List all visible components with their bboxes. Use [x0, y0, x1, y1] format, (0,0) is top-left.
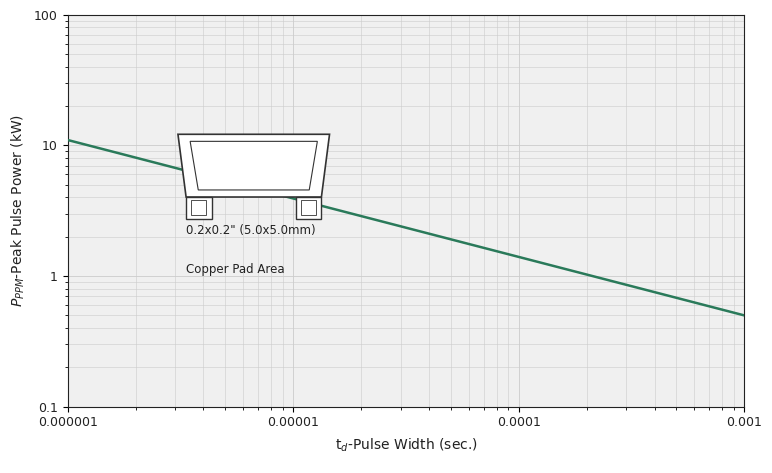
Polygon shape [178, 134, 330, 197]
Y-axis label: $P_{PPM}$-Peak Pulse Power (kW): $P_{PPM}$-Peak Pulse Power (kW) [10, 114, 27, 307]
Text: 0.2x0.2" (5.0x5.0mm): 0.2x0.2" (5.0x5.0mm) [186, 224, 316, 237]
Text: Copper Pad Area: Copper Pad Area [186, 263, 285, 276]
Polygon shape [296, 197, 321, 219]
X-axis label: t$_d$-Pulse Width (sec.): t$_d$-Pulse Width (sec.) [334, 437, 477, 454]
Polygon shape [186, 197, 212, 219]
